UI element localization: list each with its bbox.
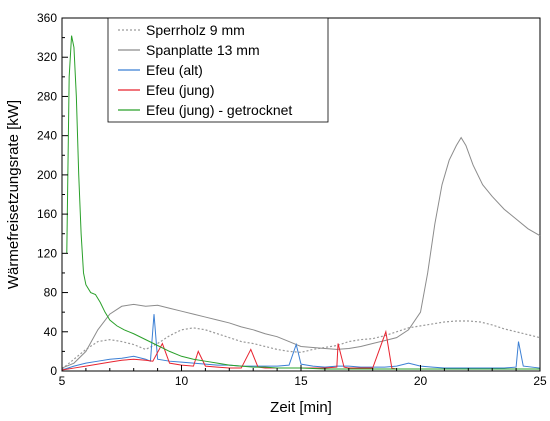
x-tick-label-2: 15: [294, 374, 308, 388]
legend-label-2: Efeu (alt): [146, 62, 203, 78]
y-tick-label-8: 320: [37, 50, 57, 64]
x-tick-label-1: 10: [175, 374, 189, 388]
x-tick-label-0: 5: [59, 374, 66, 388]
series-line-3: [61, 329, 540, 371]
y-tick-label-7: 280: [37, 89, 57, 103]
legend-label-4: Efeu (jung) - getrocknet: [146, 102, 292, 118]
y-axis-title: Wärmefreisetzungsrate [kW]: [5, 100, 22, 289]
y-tick-label-9: 360: [37, 11, 57, 25]
legend-label-1: Spanplatte 13 mm: [146, 42, 260, 58]
series-line-0: [61, 320, 541, 370]
series-line-1: [61, 136, 541, 369]
y-tick-label-5: 200: [37, 168, 57, 182]
x-axis-title: Zeit [min]: [270, 399, 332, 416]
legend: Sperrholz 9 mm Spanplatte 13 mm Efeu (alt)…: [107, 17, 329, 123]
legend-box: [107, 17, 329, 123]
x-tick-label-3: 20: [414, 374, 428, 388]
y-tick-label-1: 40: [44, 325, 58, 339]
series-line-2: [61, 314, 541, 371]
legend-label-0: Sperrholz 9 mm: [146, 22, 245, 38]
tick-layer: 5 10 15 20 25 0 40 80 120 160 200 240 280 320 360: [37, 11, 547, 388]
y-tick-label-4: 160: [37, 207, 57, 221]
legend-label-3: Efeu (jung): [146, 82, 214, 98]
y-tick-label-6: 240: [37, 129, 57, 143]
x-tick-label-4: 25: [533, 374, 547, 388]
y-tick-label-3: 120: [37, 246, 57, 260]
series-line-4: [66, 35, 540, 370]
y-tick-label-0: 0: [50, 364, 57, 378]
y-tick-label-2: 80: [44, 286, 58, 300]
series-layer: [61, 35, 541, 371]
